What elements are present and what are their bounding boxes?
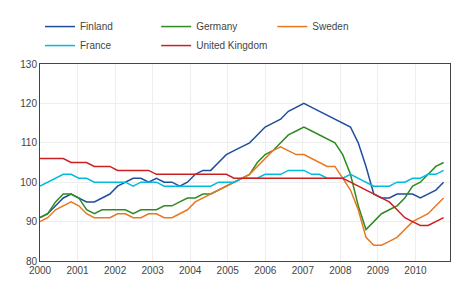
svg-text:2006: 2006 [254, 265, 277, 276]
svg-text:Finland: Finland [80, 21, 113, 32]
svg-text:2004: 2004 [179, 265, 202, 276]
svg-text:United Kingdom: United Kingdom [196, 40, 267, 51]
svg-text:100: 100 [20, 177, 37, 188]
svg-text:2001: 2001 [66, 265, 89, 276]
svg-text:2009: 2009 [367, 265, 390, 276]
svg-text:2007: 2007 [292, 265, 315, 276]
svg-text:Germany: Germany [196, 21, 237, 32]
svg-text:2000: 2000 [29, 265, 52, 276]
svg-text:2005: 2005 [217, 265, 240, 276]
svg-text:2003: 2003 [142, 265, 165, 276]
svg-text:France: France [80, 40, 112, 51]
svg-text:80: 80 [26, 256, 38, 267]
svg-text:Sweden: Sweden [312, 21, 348, 32]
svg-text:2008: 2008 [329, 265, 352, 276]
svg-text:90: 90 [26, 216, 38, 227]
svg-text:130: 130 [20, 59, 37, 70]
svg-text:120: 120 [20, 98, 37, 109]
svg-text:2010: 2010 [404, 265, 427, 276]
svg-text:110: 110 [21, 137, 37, 148]
svg-text:2002: 2002 [104, 265, 127, 276]
